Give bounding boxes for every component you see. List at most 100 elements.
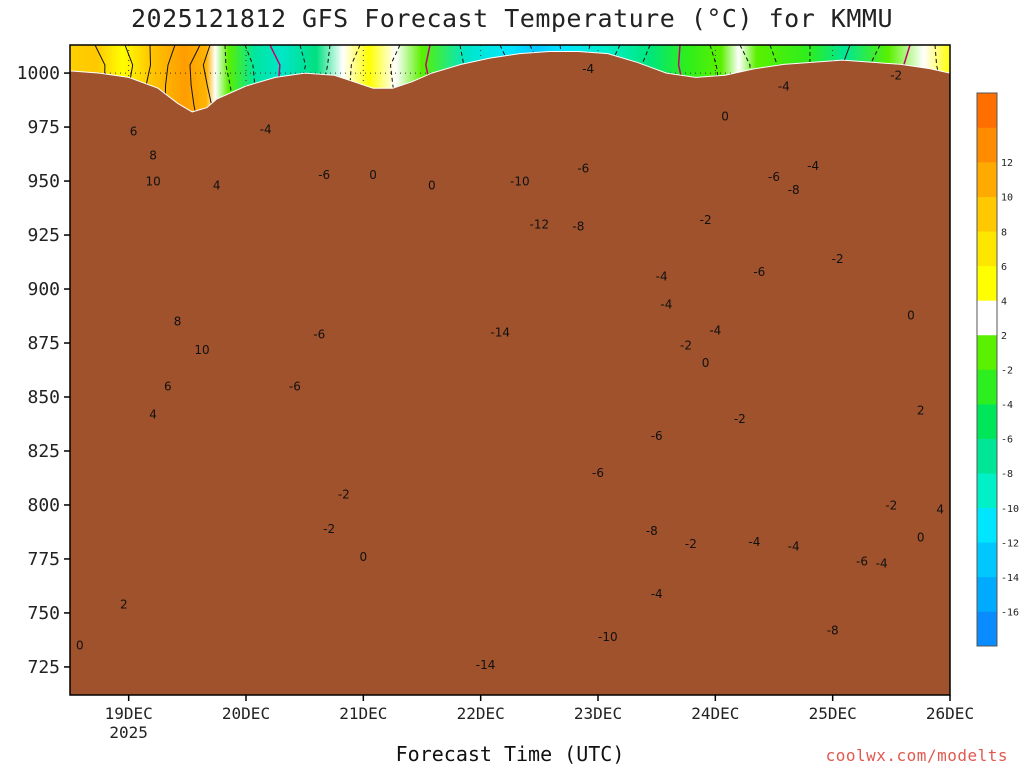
contour-label-4: 8 — [174, 315, 182, 329]
contour-label-11: -6 — [289, 380, 301, 394]
x-tick-label-26DEC: 26DEC — [926, 704, 974, 723]
contour-label-15: -2 — [338, 488, 350, 502]
contour-label-18: 0 — [428, 179, 436, 193]
colorbar-label--16: -16 — [1001, 607, 1019, 618]
contour-label-53: -2 — [885, 498, 897, 512]
colorbar-swatch-7 — [977, 369, 997, 405]
contour-label-25: -6 — [577, 161, 589, 175]
colorbar-label-4: 4 — [1001, 296, 1007, 307]
colorbar-label-8: 8 — [1001, 227, 1007, 238]
contour-label-47: -4 — [748, 535, 760, 549]
contour-label-49: -6 — [856, 554, 868, 568]
x-tick-label-25DEC: 25DEC — [809, 704, 857, 723]
colorbar-label-10: 10 — [1001, 193, 1013, 204]
contour-label-26: -6 — [592, 466, 604, 480]
contour-label-54: 4 — [936, 503, 944, 517]
contour-label-55: 2 — [917, 403, 925, 417]
x-tick-label-19DEC: 19DEC — [105, 704, 153, 723]
contour-label-32: -2 — [680, 339, 692, 353]
colorbar-label--4: -4 — [1001, 400, 1013, 411]
contour-label-38: -6 — [753, 265, 765, 279]
contour-label-2: 4 — [149, 408, 157, 422]
contour-label-29: -8 — [646, 524, 658, 538]
contour-label-13: -6 — [318, 168, 330, 182]
contour-label-14: -2 — [323, 522, 335, 536]
colorbar-swatch-13 — [977, 162, 997, 197]
contour-label-12: -6 — [313, 328, 325, 342]
y-axis: 725 750 775 800 825 850 875 900 925 950 975 1000 — [17, 63, 70, 678]
contour-label-30: -2 — [685, 537, 697, 551]
contour-label-41: -8 — [788, 183, 800, 197]
contour-label-51: -8 — [827, 624, 839, 638]
contour-label-0: 0 — [76, 639, 84, 653]
colorbar-swatch-6 — [977, 404, 997, 439]
y-tick-label-925: 925 — [27, 225, 60, 246]
colorbar-label-12: 12 — [1001, 158, 1013, 169]
colorbar-swatch-4 — [977, 473, 997, 509]
colorbar-swatch-14 — [977, 127, 997, 163]
contour-label-43: -4 — [807, 159, 819, 173]
colorbar-label--6: -6 — [1001, 435, 1013, 446]
y-tick-label-975: 975 — [27, 117, 60, 138]
plot-area: 024681010864-4-6-6-6-2-2000-14-10-14-12-… — [70, 45, 950, 695]
contour-labels: 024681010864-4-6-6-6-2-2000-14-10-14-12-… — [76, 62, 944, 672]
contour-label-23: -10 — [510, 174, 530, 188]
contour-label-1: 2 — [120, 598, 128, 612]
colorbar-swatch-1 — [977, 576, 997, 612]
contour-label-34: -4 — [656, 269, 668, 283]
chart-title: 2025121812 GFS Forecast Temperature (°C)… — [130, 4, 893, 33]
y-tick-label-950: 950 — [27, 171, 60, 192]
contour-label-16: 0 — [359, 550, 367, 564]
y-tick-label-875: 875 — [27, 333, 60, 354]
contour-label-40: 0 — [721, 110, 729, 124]
colorbar-label-6: 6 — [1001, 262, 1007, 273]
colorbar-swatch-5 — [977, 438, 997, 474]
contour-label-46: -2 — [890, 69, 902, 83]
colorbar-label--14: -14 — [1001, 573, 1019, 584]
contour-label-39: -2 — [700, 213, 712, 227]
colorbar-swatch-9 — [977, 300, 997, 336]
plot-frame — [69, 44, 951, 696]
colorbar: -16 -14 -12 -10 -8 -6 -4 -2 2 4 6 8 10 12 — [976, 92, 1019, 647]
colorbar-swatch-8 — [977, 334, 997, 370]
contour-label-45: -2 — [832, 252, 844, 266]
colorbar-swatch-2 — [977, 542, 997, 578]
contour-label-36: -2 — [734, 412, 746, 426]
colorbar-label--2: -2 — [1001, 366, 1013, 377]
colorbar-swatch-15 — [977, 93, 997, 128]
colorbar-swatch-11 — [977, 231, 997, 267]
contour-label-3: 6 — [164, 380, 172, 394]
colorbar-swatch-10 — [977, 265, 997, 301]
contour-label-56: 0 — [907, 308, 915, 322]
contour-label-22: -12 — [529, 218, 549, 232]
y-tick-label-750: 750 — [27, 603, 60, 624]
colorbar-swatch-0 — [977, 611, 997, 647]
colorbar-swatch-12 — [977, 196, 997, 232]
y-tick-label-725: 725 — [27, 657, 60, 678]
colorbar-label--12: -12 — [1001, 538, 1019, 549]
y-tick-label-850: 850 — [27, 387, 60, 408]
contour-label-10: -4 — [260, 123, 272, 137]
colorbar-swatch-3 — [977, 507, 997, 543]
contour-label-24: -8 — [572, 220, 584, 234]
contour-label-5: 10 — [194, 343, 209, 357]
contour-label-7: 8 — [149, 149, 157, 163]
contour-label-50: -4 — [876, 557, 888, 571]
contour-label-6: 10 — [145, 174, 160, 188]
x-tick-label-24DEC: 24DEC — [691, 704, 739, 723]
x-tick-label-23DEC: 23DEC — [574, 704, 622, 723]
x-tick-label-21DEC: 21DEC — [339, 704, 387, 723]
colorbar-frame — [976, 92, 998, 647]
contour-label-21: -14 — [490, 326, 510, 340]
x-tick-year: 2025 — [109, 723, 148, 742]
x-tick-label-22DEC: 22DEC — [457, 704, 505, 723]
contour-label-9: 4 — [213, 179, 221, 193]
x-axis-label: Forecast Time (UTC) — [395, 742, 625, 766]
contour-label-42: -6 — [768, 170, 780, 184]
contour-label-35: 0 — [702, 356, 710, 370]
y-tick-label-1000: 1000 — [17, 63, 60, 84]
y-tick-label-825: 825 — [27, 441, 60, 462]
colorbar-label--10: -10 — [1001, 504, 1019, 515]
colorbar-label-2: 2 — [1001, 331, 1007, 342]
